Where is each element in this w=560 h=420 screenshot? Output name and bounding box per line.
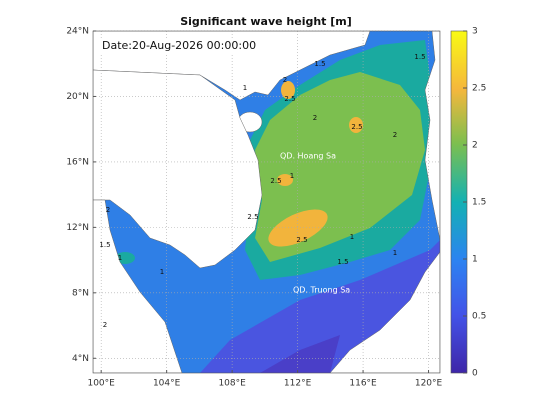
sea-lowest [260,335,340,373]
date-box [100,38,250,54]
contour-label: 2.5 [270,177,281,185]
lon-tick-label: 112°E [284,379,312,389]
colorbar-tick-label: 0.5 [472,312,486,322]
contour-label: 1 [118,254,122,262]
lon-tick-label: 104°E [153,379,181,389]
contour-label: 1 [350,233,354,241]
contour-label: 1.5 [414,53,425,61]
land [93,69,263,269]
lon-tick-label: 108°E [218,379,246,389]
contour-label: 2 [313,114,317,122]
contour-label: 1 [243,84,247,92]
sea-peak [281,81,295,99]
lat-tick-label: 20°N [66,92,89,102]
lon-tick-label: 116°E [349,379,377,389]
contour-label: 1.5 [314,60,325,68]
colorbar-tick-label: 2 [472,141,478,151]
contour-label: 1 [160,268,164,276]
contour-label: 1 [290,172,294,180]
map-frame [92,30,441,374]
contour-label: 2.5 [284,95,295,103]
date-label: Date:20-Aug-2026 00:00:00 [102,39,256,52]
lat-tick-label: 8°N [72,288,89,298]
contour-label: 1.5 [99,241,110,249]
sea-peak [268,209,328,247]
lat-tick-label: 24°N [66,27,89,37]
place-label: QD. Hoang Sa [280,152,336,161]
contour-label: 2 [103,321,107,329]
contour-label: 2.5 [351,123,362,131]
land [424,31,440,241]
contour-label: 2.5 [296,236,307,244]
map-title: Significant wave height [m] [180,15,352,28]
contour-label: 2 [393,131,397,139]
map-area [93,31,440,373]
contour-label: 2 [283,76,287,84]
contour-label: 2.5 [247,213,258,221]
place-label: QD. Truong Sa [293,286,350,295]
contour-label: 2 [106,206,110,214]
colorbar-tick-label: 1.5 [472,198,486,208]
contour-label: 1 [393,249,397,257]
sea-mid [115,252,135,264]
colorbar-tick-label: 3 [472,27,478,37]
sea-peak [349,117,363,133]
colorbar-tick-label: 2.5 [472,84,486,94]
lon-tick-label: 100°E [87,379,115,389]
colorbar-tick-label: 1 [472,255,478,265]
contour-label: 1.5 [337,258,348,266]
land [329,251,440,373]
colorbar-tick-label: 0 [472,369,478,379]
lon-tick-label: 120°E [415,379,443,389]
land [93,199,183,373]
lat-tick-label: 16°N [66,157,89,167]
sea-peak [277,174,293,186]
lat-tick-label: 4°N [72,354,89,364]
lat-tick-label: 12°N [66,223,89,233]
